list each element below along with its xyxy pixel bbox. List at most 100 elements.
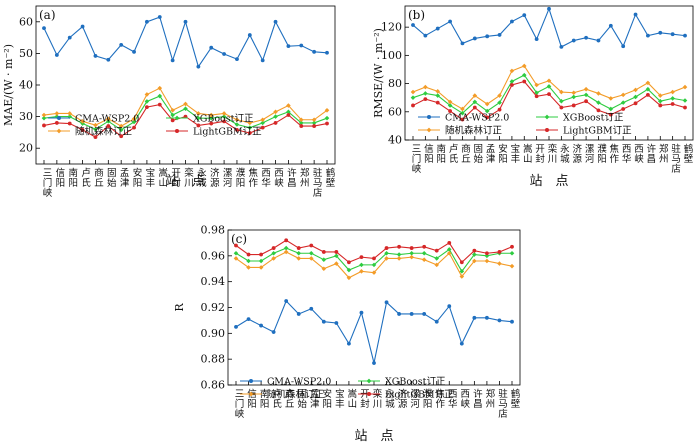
data-point-xgb (472, 99, 478, 105)
data-point-lgbm (132, 125, 136, 130)
legend-label-rf: 随机森林订正 (267, 389, 325, 401)
legend-marker-cma (249, 379, 253, 383)
data-point-xgb (298, 120, 304, 126)
y-tick-label: 40 (388, 134, 402, 147)
data-point-cma (621, 44, 626, 49)
x-tick-label: 信阳 (56, 167, 66, 189)
x-tick-label: 驻马店 (313, 168, 323, 199)
data-point-xgb (273, 114, 278, 119)
x-tick-label: 南阳 (260, 388, 270, 410)
data-point-lgbm (384, 246, 389, 250)
data-point-rf (633, 87, 638, 93)
data-point-cma (235, 57, 239, 61)
x-tick-label: 濮阳 (597, 143, 607, 165)
data-point-rf (583, 86, 589, 92)
x-tick-label: 驻马店 (671, 144, 681, 175)
data-point-cma (222, 52, 226, 56)
data-point-rf (460, 106, 465, 112)
data-point-rf (509, 68, 515, 74)
legend-label-cma: CMA-WSP2.0 (267, 377, 331, 388)
data-point-lgbm (196, 123, 201, 128)
data-point-cma (459, 341, 464, 346)
data-point-lgbm (106, 124, 111, 128)
data-point-xgb (41, 115, 47, 121)
data-point-cma (646, 33, 650, 38)
data-point-lgbm (234, 243, 238, 248)
x-tick-label: 焦作 (249, 167, 259, 189)
y-tick-label: 100 (381, 49, 402, 62)
y-tick-label: 0.98 (201, 224, 226, 237)
data-point-xgb (371, 262, 377, 268)
data-point-xgb (131, 119, 137, 125)
data-point-xgb (509, 79, 515, 84)
data-point-rf (608, 96, 614, 101)
legend-marker-xgb (174, 115, 180, 121)
data-point-xgb (183, 106, 188, 111)
data-point-lgbm (510, 83, 514, 87)
legend-marker-lgbm (545, 128, 549, 132)
data-point-cma (472, 36, 477, 41)
data-point-lgbm (93, 135, 98, 140)
data-point-xgb (221, 114, 227, 119)
x-tick-label: 濮阳 (236, 167, 246, 189)
data-point-lgbm (209, 121, 214, 126)
data-point-lgbm (235, 127, 239, 132)
data-point-cma (447, 304, 452, 309)
data-point-cma (409, 312, 414, 316)
data-point-cma (132, 49, 136, 54)
data-point-rf (346, 275, 352, 281)
data-point-xgb (460, 110, 465, 116)
data-point-xgb (608, 106, 614, 112)
data-point-cma (460, 41, 465, 46)
data-point-cma (434, 319, 439, 324)
x-tick-label: 栾川 (373, 388, 383, 410)
x-tick-label: 永城 (197, 167, 207, 189)
data-point-xgb (396, 252, 402, 257)
data-point-xgb (583, 92, 589, 98)
data-point-xgb (286, 109, 291, 115)
data-point-lgbm (325, 121, 329, 126)
legend-marker-xgb (544, 114, 550, 120)
data-point-lgbm (334, 250, 339, 254)
data-point-xgb (260, 120, 265, 126)
data-point-cma (321, 319, 326, 324)
legend-label-cma: CMA-WSP2.0 (75, 114, 139, 125)
data-point-rf (324, 107, 330, 113)
x-tick-label: 商丘 (94, 167, 104, 189)
x-tick-label: 商丘 (285, 388, 295, 410)
data-point-cma (359, 310, 364, 315)
data-point-lgbm (286, 113, 291, 117)
data-point-lgbm (584, 99, 588, 104)
legend-label-xgb: XGBoost订正 (193, 114, 254, 125)
data-point-rf (423, 84, 428, 90)
data-point-lgbm (459, 260, 464, 265)
data-point-lgbm (411, 103, 415, 108)
data-point-xgb (118, 127, 124, 133)
data-point-cma (422, 312, 427, 316)
x-tick-label: 固始 (474, 144, 484, 165)
x-tick-label: 栾川 (184, 167, 194, 189)
data-point-rf (54, 111, 60, 116)
data-point-cma (522, 13, 527, 18)
data-point-rf (446, 250, 452, 256)
x-tick-label: 信阳 (247, 388, 257, 410)
data-point-cma (547, 6, 551, 11)
data-point-rf (157, 85, 163, 91)
data-point-cma (67, 35, 72, 40)
data-point-lgbm (372, 256, 376, 261)
x-tick-label: 信阳 (424, 143, 434, 165)
x-tick-label: 嵩山 (159, 168, 169, 189)
data-point-lgbm (423, 97, 428, 101)
data-point-lgbm (246, 252, 251, 257)
data-point-lgbm (271, 246, 276, 250)
data-point-rf (434, 262, 440, 268)
data-point-lgbm (119, 134, 124, 139)
data-point-lgbm (222, 119, 226, 124)
legend-marker-rf (248, 391, 254, 397)
data-point-cma (584, 35, 588, 40)
legend-label-lgbm: LightGBM订正 (385, 390, 454, 401)
data-point-xgb (324, 115, 330, 121)
data-point-rf (271, 256, 276, 261)
data-point-xgb (258, 258, 264, 264)
data-point-xgb (410, 95, 416, 100)
